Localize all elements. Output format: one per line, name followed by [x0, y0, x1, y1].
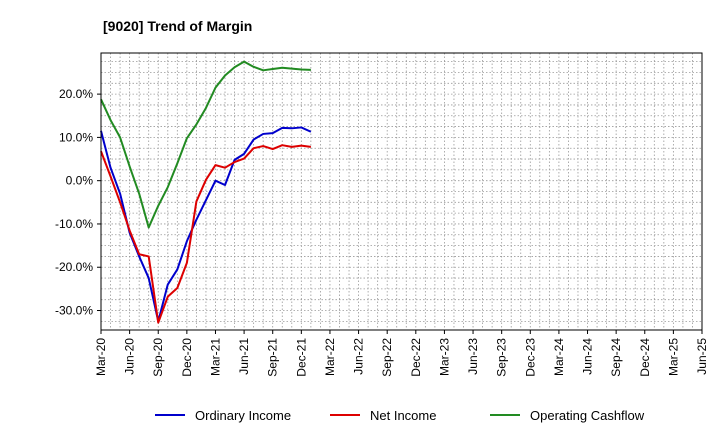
x-tick-label: Sep-22 [380, 338, 394, 377]
x-tick-label: Jun-23 [466, 338, 480, 375]
x-tick-label: Jun-20 [123, 338, 137, 375]
series-lines [100, 60, 312, 324]
x-tick-label: Sep-20 [151, 338, 165, 377]
x-tick-label: Jun-21 [237, 338, 251, 375]
y-tick-label: -10.0% [55, 217, 93, 231]
x-tick-label: Dec-23 [523, 338, 537, 377]
x-tick-label: Dec-22 [409, 338, 423, 377]
x-tick-label: Sep-24 [609, 338, 623, 377]
legend-label: Operating Cashflow [530, 408, 645, 423]
axes: 20.0% 10.0% 0.0% -10.0% -20.0% -30.0% Mar-20 Ju… [55, 87, 709, 377]
x-tick-label: Jun-25 [695, 338, 709, 375]
legend-label: Ordinary Income [195, 408, 291, 423]
x-tick-label: Sep-23 [495, 338, 509, 377]
grid-lines [100, 53, 703, 330]
x-tick-label: Jun-22 [352, 338, 366, 375]
series-line-net-income [100, 144, 312, 324]
x-tick-label: Mar-22 [323, 338, 337, 376]
x-tick-label: Mar-23 [437, 338, 451, 376]
y-tick-label: -30.0% [55, 304, 93, 318]
x-tick-label: Dec-24 [638, 338, 652, 377]
legend: Ordinary Income Net Income Operating Cashf… [155, 408, 645, 423]
x-tick-label: Mar-20 [94, 338, 108, 376]
legend-label: Net Income [370, 408, 436, 423]
x-tick-label: Sep-21 [266, 338, 280, 377]
x-tick-label: Mar-24 [552, 338, 566, 376]
y-tick-label: -20.0% [55, 260, 93, 274]
series-line-operating-cashflow [100, 60, 311, 229]
plot-area-frame [100, 52, 703, 331]
y-tick-label: 0.0% [66, 174, 94, 188]
y-tick-label: 10.0% [59, 130, 93, 144]
x-tick-label: Jun-24 [581, 338, 595, 375]
y-tick-label: 20.0% [59, 87, 93, 101]
x-tick-label: Dec-21 [294, 338, 308, 377]
x-tick-label: Mar-21 [208, 338, 222, 376]
x-tick-label: Mar-25 [666, 338, 680, 376]
chart-title: [9020] Trend of Margin [103, 18, 252, 34]
x-tick-label: Dec-20 [180, 338, 194, 377]
